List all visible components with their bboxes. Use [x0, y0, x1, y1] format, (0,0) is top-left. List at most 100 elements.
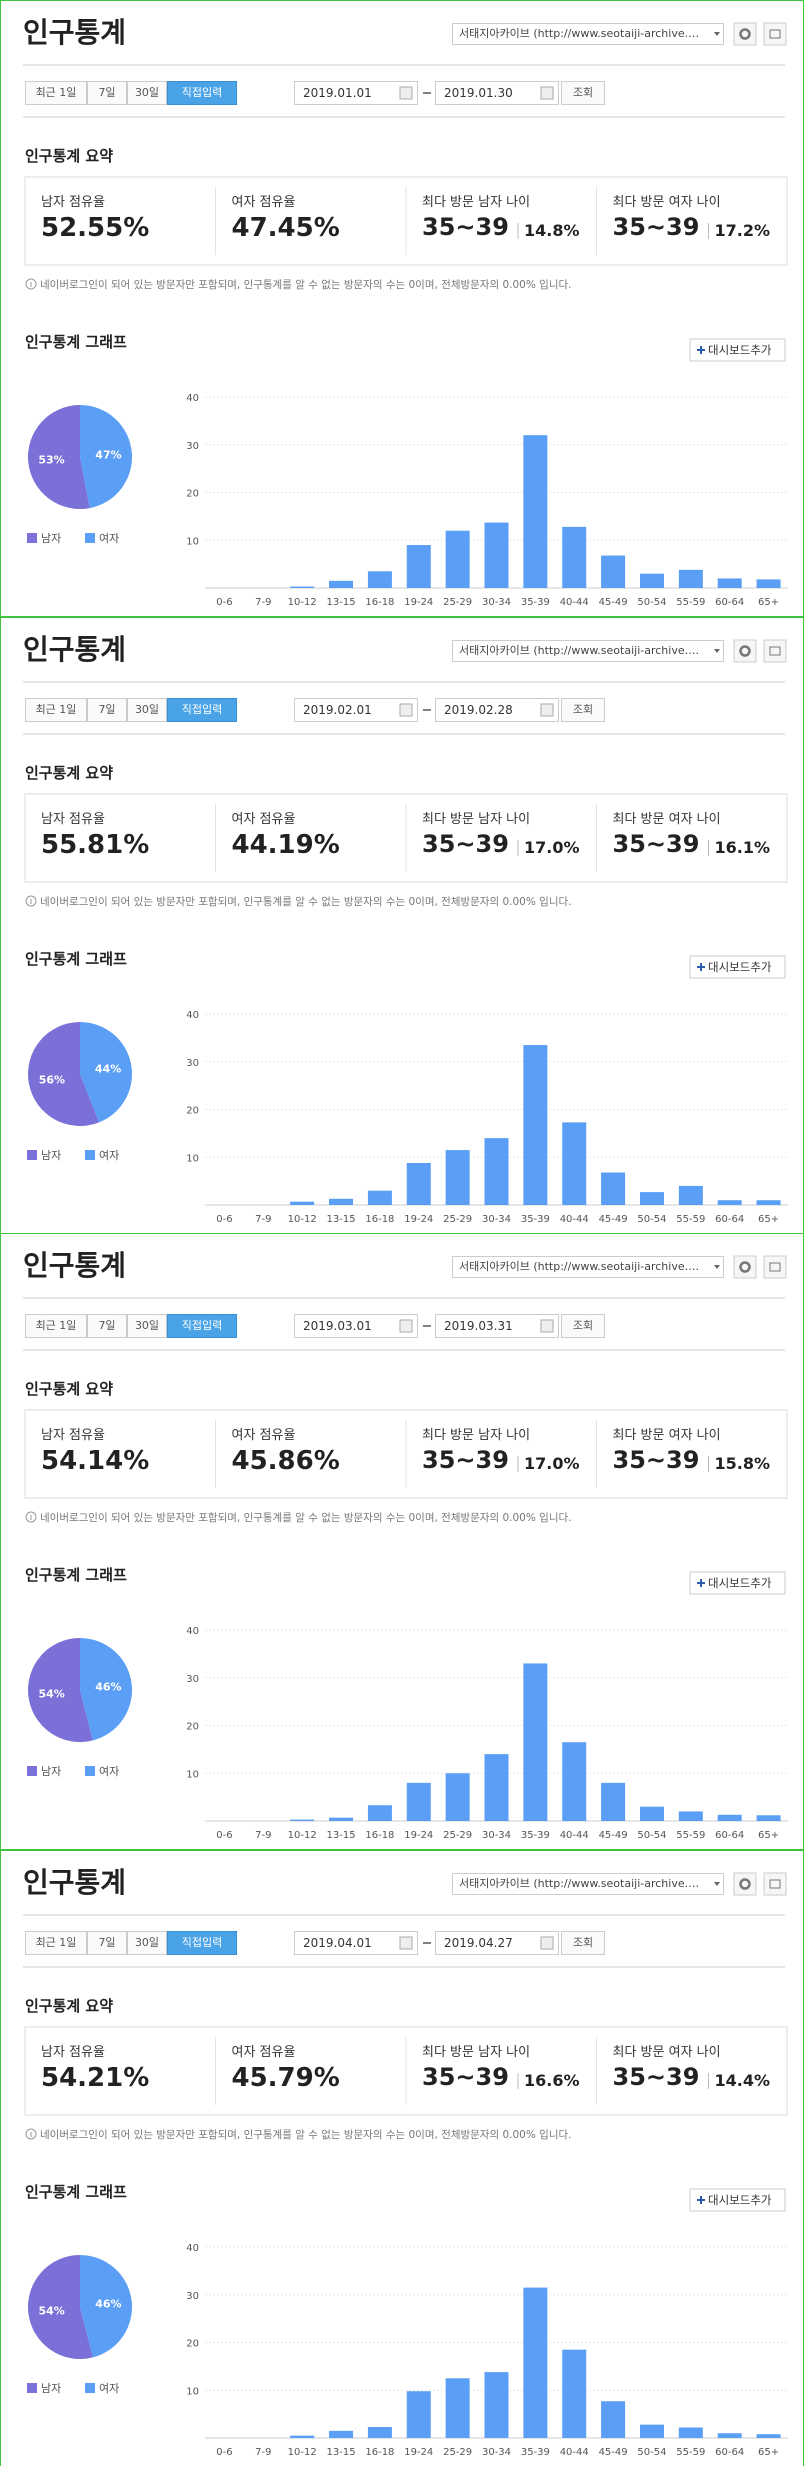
- panel-graphics: 53% 남자 47% 여자 10 20 30 40 0-6 7-9 10-12 13-15 16-18 1…: [23, 22, 788, 608]
- legend-label: 남자: [41, 532, 61, 545]
- bar: [523, 1044, 548, 1205]
- settings-button[interactable]: [733, 639, 757, 662]
- summary-label: 최다 방문 여자 나이: [612, 811, 721, 827]
- bar: [678, 1185, 703, 1205]
- x-tick-label: 16-18: [365, 2447, 394, 2458]
- print-button[interactable]: [763, 22, 787, 46]
- period-button[interactable]: 7일: [87, 81, 127, 105]
- section-title: 인구통계 그래프: [25, 949, 127, 968]
- summary-share: 14.4%: [714, 2070, 771, 2090]
- print-button[interactable]: [763, 639, 787, 662]
- pie-value-label: 56%: [39, 1073, 65, 1086]
- dashboard-button-bg[interactable]: [689, 1571, 786, 1595]
- site-select[interactable]: 서태지아카이브 (http://www.seotaiji-archive.…: [452, 1872, 724, 1895]
- period-button[interactable]: 30일: [127, 1314, 167, 1338]
- dashboard-button[interactable]: 대시보드추가: [708, 959, 772, 974]
- period-button[interactable]: 직접입력: [167, 81, 237, 105]
- summary-share: 14.8%: [524, 221, 580, 240]
- summary-value: 47.45%: [231, 213, 340, 243]
- calendar-icon: [399, 86, 413, 100]
- print-icon: [769, 1262, 781, 1272]
- print-icon: [769, 29, 781, 39]
- dashboard-button[interactable]: 대시보드추가: [708, 2192, 772, 2207]
- period-button[interactable]: 7일: [87, 1314, 127, 1338]
- period-button[interactable]: 7일: [87, 1930, 127, 1955]
- date-input[interactable]: 2019.01.30: [435, 81, 559, 105]
- search-button[interactable]: 조회: [561, 1930, 605, 1955]
- period-button[interactable]: 30일: [127, 697, 167, 722]
- date-input[interactable]: 2019.04.01: [294, 1930, 418, 1955]
- search-button[interactable]: 조회: [561, 81, 605, 105]
- bar: [717, 2432, 742, 2438]
- dashboard-button-bg[interactable]: [689, 338, 786, 362]
- summary-share: 16.1%: [714, 837, 771, 857]
- date-input[interactable]: 2019.02.01: [294, 697, 418, 722]
- plus-icon: [697, 2195, 705, 2204]
- summary-value: 45.79%: [231, 2062, 340, 2093]
- print-button[interactable]: [763, 1255, 787, 1279]
- x-tick-label: 40-44: [560, 1830, 589, 1841]
- x-tick-label: 30-34: [482, 1214, 511, 1225]
- site-select[interactable]: 서태지아카이브 (http://www.seotaiji-archive.…: [452, 1256, 724, 1278]
- x-tick-label: 35-39: [521, 1830, 550, 1841]
- dropdown-arrow: [714, 648, 720, 653]
- date-input[interactable]: 2019.04.27: [435, 1930, 559, 1955]
- settings-button[interactable]: [733, 22, 757, 46]
- date-input[interactable]: 2019.03.01: [294, 1314, 418, 1338]
- dashboard-button-bg[interactable]: [689, 955, 786, 978]
- x-tick-label: 7-9: [255, 2447, 271, 2458]
- bar: [329, 580, 354, 588]
- summary-label: 여자 점유율: [231, 195, 296, 210]
- x-tick-label: 65+: [758, 1830, 779, 1841]
- plus-icon: [697, 1579, 705, 1587]
- pie-slice: [80, 2254, 133, 2357]
- x-tick-label: 65+: [758, 2447, 779, 2458]
- x-tick-label: 60-64: [715, 597, 744, 608]
- period-button[interactable]: 최근 1일: [25, 1314, 87, 1338]
- legend-swatch: [27, 1766, 37, 1776]
- period-button[interactable]: 최근 1일: [25, 1930, 87, 1955]
- date-input[interactable]: 2019.03.31: [435, 1314, 559, 1338]
- period-button[interactable]: 30일: [127, 1930, 167, 1955]
- panel-graphics: 56% 남자 44% 여자 10 20 30 40 0-6 7-9 10-12 13-15 16-18 1…: [23, 639, 788, 1225]
- period-button[interactable]: 30일: [127, 81, 167, 105]
- summary-label: 남자 점유율: [41, 2044, 105, 2060]
- x-tick-label: 45-49: [599, 1830, 628, 1841]
- site-select[interactable]: 서태지아카이브 (http://www.seotaiji-archive.…: [452, 639, 724, 662]
- x-tick-label: 30-34: [482, 597, 511, 608]
- dashboard-button[interactable]: 대시보드추가: [708, 1576, 772, 1590]
- y-tick-label: 20: [186, 1722, 199, 1733]
- period-button[interactable]: 최근 1일: [25, 81, 87, 105]
- bar: [290, 586, 315, 588]
- search-button[interactable]: 조회: [561, 1314, 605, 1338]
- x-tick-label: 19-24: [404, 1214, 433, 1225]
- pie-value-label: 47%: [95, 448, 121, 461]
- legend-label: 여자: [99, 2382, 119, 2395]
- bar: [445, 1773, 470, 1821]
- y-tick-label: 30: [186, 2290, 199, 2301]
- settings-button[interactable]: [733, 1255, 757, 1279]
- settings-button[interactable]: [733, 1872, 757, 1895]
- date-input[interactable]: 2019.01.01: [294, 81, 418, 105]
- period-button[interactable]: 최근 1일: [25, 697, 87, 722]
- print-button[interactable]: [763, 1872, 787, 1895]
- bar: [406, 545, 431, 588]
- plus-icon: [697, 962, 705, 971]
- pie-slice: [28, 1638, 93, 1742]
- site-select[interactable]: 서태지아카이브 (http://www.seotaiji-archive.…: [452, 23, 724, 45]
- period-button[interactable]: 7일: [87, 697, 127, 722]
- bar: [678, 2426, 703, 2438]
- bar: [329, 1198, 354, 1205]
- summary-value: 45.86%: [231, 1446, 340, 1476]
- dashboard-button[interactable]: 대시보드추가: [708, 343, 772, 357]
- period-button[interactable]: 직접입력: [167, 1314, 237, 1338]
- pie-value-label: 44%: [95, 1062, 121, 1075]
- period-button[interactable]: 직접입력: [167, 697, 237, 722]
- date-input[interactable]: 2019.02.28: [435, 697, 559, 722]
- period-button[interactable]: 직접입력: [167, 1930, 237, 1955]
- search-button[interactable]: 조회: [561, 697, 605, 722]
- x-tick-label: 60-64: [715, 2447, 744, 2458]
- dashboard-button-bg[interactable]: [689, 2188, 786, 2211]
- y-tick-label: 30: [186, 1674, 199, 1685]
- section-title: 인구통계 그래프: [25, 2182, 127, 2201]
